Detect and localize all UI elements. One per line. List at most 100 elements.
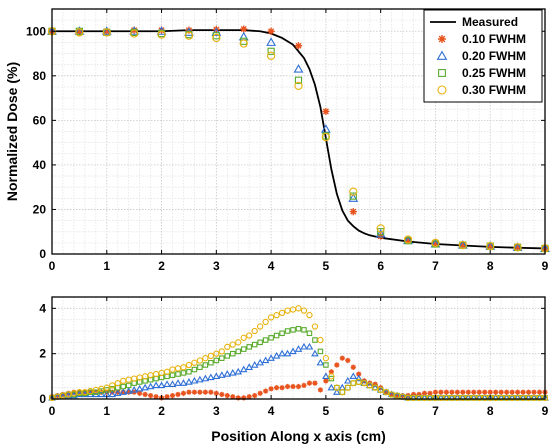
x-tick-label: 0 (49, 404, 56, 418)
data-point (273, 311, 280, 319)
data-point (119, 388, 128, 395)
data-point (268, 335, 274, 341)
bottom-plot-frame (51, 296, 546, 400)
data-point (301, 382, 307, 388)
data-point (300, 342, 308, 350)
top-data-layer (47, 25, 550, 253)
data-point (399, 393, 406, 399)
data-point (240, 334, 247, 341)
data-point (239, 39, 248, 48)
data-point (64, 391, 73, 399)
data-point (343, 376, 352, 384)
data-point (245, 363, 254, 370)
data-point (228, 368, 237, 376)
data-point (263, 388, 269, 394)
legend: Measured 0.10 FWHM 0.20 FWHM 0.25 FWHM 0.30 … (423, 9, 543, 103)
data-point (322, 355, 330, 362)
x-tick-label: 0 (49, 259, 56, 273)
data-point (223, 370, 232, 377)
data-point (213, 350, 220, 357)
data-point (130, 385, 138, 393)
data-point (311, 323, 319, 330)
data-point (54, 393, 61, 399)
data-point (458, 240, 467, 250)
data-point (272, 351, 281, 359)
data-point (240, 25, 248, 33)
data-point (349, 192, 357, 200)
data-point (235, 348, 242, 355)
x-tick-label: 3 (213, 404, 220, 418)
data-point (109, 382, 116, 389)
data-point (169, 393, 176, 399)
data-point (356, 371, 362, 377)
x-tick-label: 8 (487, 404, 494, 418)
data-point (290, 383, 296, 390)
data-point (293, 64, 304, 73)
data-point (180, 370, 187, 376)
data-point (482, 389, 488, 395)
data-point (317, 348, 324, 355)
data-point (175, 391, 181, 398)
data-point (513, 243, 522, 252)
data-point (267, 27, 275, 35)
legend-label: Measured (462, 15, 518, 29)
data-point (295, 325, 302, 332)
data-point (212, 372, 221, 380)
data-point (202, 355, 209, 362)
data-point (361, 379, 368, 387)
data-point (471, 389, 477, 395)
x-tick-label: 8 (487, 259, 494, 273)
data-point (273, 385, 280, 391)
data-point (202, 362, 209, 368)
data-point (306, 330, 313, 337)
data-point (267, 47, 275, 55)
data-point (234, 367, 243, 375)
data-point (190, 376, 199, 384)
x-tick-label: 3 (213, 259, 220, 273)
y-tick-label: 80 (33, 69, 47, 83)
data-point (323, 362, 329, 368)
data-point (454, 389, 460, 395)
data-point (251, 327, 258, 335)
x-tick-label: 2 (158, 259, 165, 273)
data-point (421, 390, 428, 396)
data-point (438, 389, 444, 395)
data-point (157, 381, 166, 389)
data-point (377, 232, 385, 240)
data-point (290, 327, 296, 333)
data-point (130, 29, 139, 38)
data-point (294, 76, 303, 84)
data-point (306, 311, 313, 319)
data-point (486, 242, 494, 250)
data-point (509, 389, 515, 395)
data-point (169, 372, 176, 378)
data-point (317, 336, 324, 344)
data-point (382, 389, 390, 396)
data-point (322, 107, 330, 116)
x-axis-label: Position Along x axis (cm) (211, 428, 386, 444)
data-point (197, 364, 203, 371)
data-point (185, 26, 193, 34)
data-point (196, 357, 204, 364)
data-point (333, 388, 341, 395)
x-tick-label: 6 (377, 259, 384, 273)
data-point (135, 384, 144, 392)
data-point (493, 389, 499, 395)
measured-line (52, 29, 546, 250)
data-point (266, 51, 276, 60)
data-point (224, 343, 231, 351)
y-tick-label: 0 (39, 247, 46, 261)
data-point (372, 384, 379, 391)
data-point (283, 349, 292, 357)
data-point (201, 374, 210, 382)
data-point (108, 390, 117, 398)
data-point (246, 332, 253, 339)
data-point (339, 389, 346, 396)
data-point (202, 389, 208, 395)
data-point (185, 361, 193, 369)
x-tick-label: 1 (103, 404, 110, 418)
data-point (344, 384, 351, 391)
y-tick-label: 4 (39, 301, 46, 315)
data-point (103, 384, 110, 391)
